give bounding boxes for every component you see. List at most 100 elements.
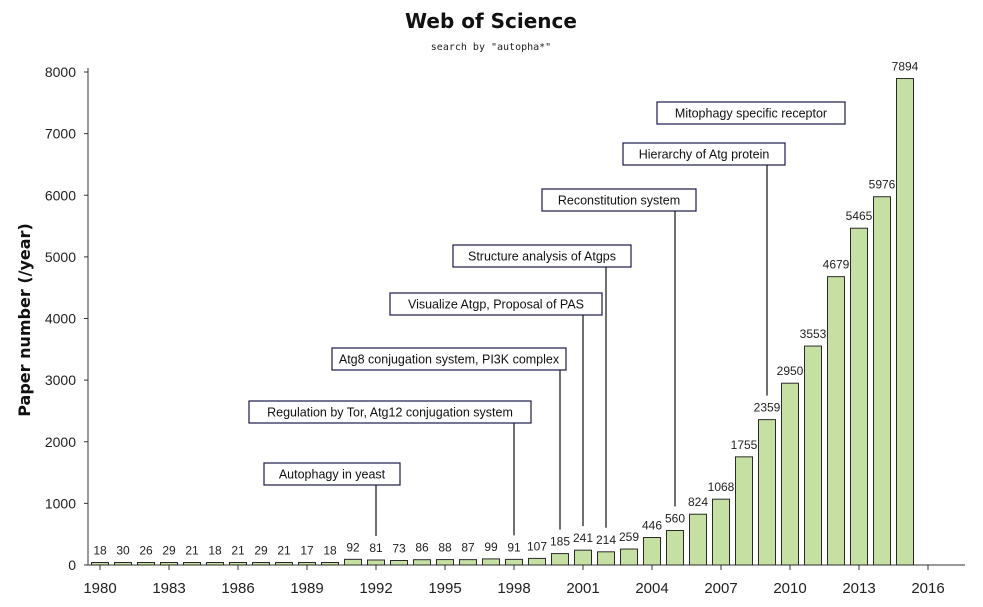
annotation-box xyxy=(263,462,401,486)
annotation-label: Mitophagy specific receptor xyxy=(675,107,827,121)
y-tick-label: 2000 xyxy=(45,434,76,450)
bar xyxy=(758,419,776,566)
bar-value-label: 21 xyxy=(231,544,245,558)
x-tick-label: 1992 xyxy=(359,580,392,597)
bar-value-label: 30 xyxy=(116,544,130,558)
y-tick-label: 6000 xyxy=(45,187,76,203)
bar-value-label: 241 xyxy=(573,531,593,545)
bar-value-label: 29 xyxy=(162,544,176,558)
bar-value-label: 21 xyxy=(277,544,291,558)
bar xyxy=(620,548,638,566)
annotation-box xyxy=(656,101,846,125)
bar-value-label: 81 xyxy=(369,541,383,555)
bar xyxy=(781,382,799,566)
bar-value-label: 824 xyxy=(688,495,708,509)
bar-value-label: 185 xyxy=(550,535,570,549)
bar-value-label: 17 xyxy=(300,544,314,558)
bar xyxy=(896,78,914,566)
annotation-label: Regulation by Tor, Atg12 conjugation sys… xyxy=(267,406,513,420)
y-tick-label: 4000 xyxy=(45,311,76,327)
x-tick-label: 1998 xyxy=(497,580,530,597)
bar-value-label: 7894 xyxy=(892,60,919,74)
bar-value-label: 259 xyxy=(619,530,639,544)
bar-value-label: 560 xyxy=(665,511,685,525)
bar xyxy=(482,558,500,566)
axes: 0 1000 2000 3000 4000 5000 6000 7000 8000 1980 198… xyxy=(45,64,965,597)
bar xyxy=(298,562,316,566)
bar-value-label: 26 xyxy=(139,544,153,558)
bar xyxy=(528,557,546,566)
value-labels: 18 30 26 29 21 18 21 29 21 17 18 92 81 73 86 88 87 99 91 10… xyxy=(93,60,918,558)
bar xyxy=(229,562,247,566)
bar xyxy=(459,559,477,566)
bar-value-label: 3553 xyxy=(800,327,827,341)
bar-value-label: 88 xyxy=(438,541,452,555)
y-tick-label: 1000 xyxy=(45,495,76,511)
y-tick-label: 0 xyxy=(68,557,76,573)
chart-subtitle: search by "autopha*" xyxy=(431,42,551,53)
x-tick-label: 2007 xyxy=(704,580,737,597)
annotation-box xyxy=(331,347,567,371)
x-tick-label: 2001 xyxy=(566,580,599,597)
bar xyxy=(712,498,730,566)
bar-value-label: 2359 xyxy=(754,401,781,415)
bar-value-label: 21 xyxy=(185,544,199,558)
bar xyxy=(735,456,753,566)
bar-value-label: 92 xyxy=(346,540,360,554)
annotation-box xyxy=(452,244,632,268)
bar xyxy=(206,562,224,566)
bar-value-label: 5465 xyxy=(846,209,873,223)
bar xyxy=(275,562,293,566)
bar xyxy=(574,549,592,566)
bar xyxy=(850,227,868,566)
bar-value-label: 5976 xyxy=(869,178,896,192)
bar xyxy=(689,513,707,566)
bar xyxy=(551,553,569,566)
bar xyxy=(804,345,822,566)
x-tick-label: 1989 xyxy=(290,580,323,597)
bar-value-label: 18 xyxy=(93,544,107,558)
bar-value-label: 214 xyxy=(596,533,616,547)
y-axis-label: Paper number (/year) xyxy=(15,223,34,417)
chart-title: Web of Science xyxy=(405,9,577,33)
bar-value-label: 18 xyxy=(208,544,222,558)
bar xyxy=(91,562,109,566)
y-tick-label: 8000 xyxy=(45,64,76,80)
bar xyxy=(505,558,523,566)
x-tick-label: 1983 xyxy=(152,580,185,597)
bar xyxy=(137,562,155,566)
bar xyxy=(183,562,201,566)
bar xyxy=(643,537,661,566)
bar xyxy=(321,562,339,566)
bar-value-label: 91 xyxy=(507,540,521,554)
x-tick-label: 1995 xyxy=(428,580,461,597)
annotation-label: Hierarchy of Atg protein xyxy=(639,148,770,162)
x-tick-label: 2016 xyxy=(911,580,944,597)
x-tick-label: 1986 xyxy=(221,580,254,597)
x-tick-label: 2013 xyxy=(842,580,875,597)
x-tick-label: 2010 xyxy=(773,580,806,597)
annotation-box xyxy=(541,188,697,212)
y-tick-label: 3000 xyxy=(45,372,76,388)
annotation-label: Structure analysis of Atgps xyxy=(468,250,616,264)
bar-value-label: 29 xyxy=(254,544,268,558)
x-tick-label: 1980 xyxy=(83,580,116,597)
bar-value-label: 87 xyxy=(461,541,475,555)
y-tick-label: 5000 xyxy=(45,249,76,265)
bar xyxy=(827,276,845,566)
bar xyxy=(390,560,408,566)
bar xyxy=(367,559,385,566)
bar xyxy=(114,562,132,566)
annotation-label: Visualize Atgp, Proposal of PAS xyxy=(408,298,584,312)
annotation-label: Reconstitution system xyxy=(558,194,680,208)
annotations: Autophagy in yeast Regulation by Tor, Atg… xyxy=(248,101,846,537)
bar xyxy=(597,551,615,566)
annotation-label: Autophagy in yeast xyxy=(279,468,386,482)
bar xyxy=(413,559,431,566)
bar xyxy=(252,562,270,566)
bar xyxy=(666,529,684,566)
bar xyxy=(436,559,454,566)
bar-value-label: 18 xyxy=(323,544,337,558)
bar-value-label: 2950 xyxy=(777,364,804,378)
